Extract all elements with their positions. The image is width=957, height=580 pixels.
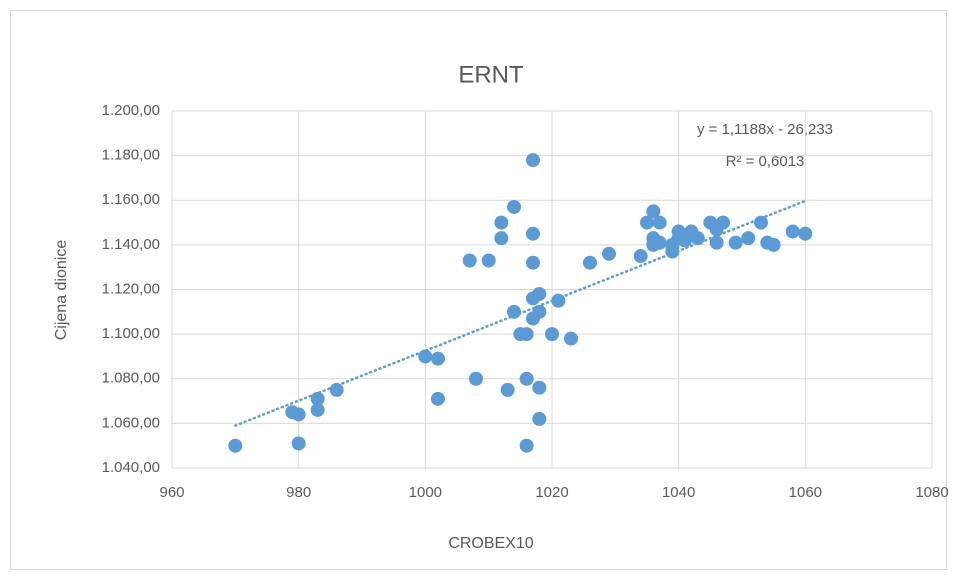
scatter-point [785,224,800,239]
scatter-point [418,349,433,364]
scatter-point [709,235,724,250]
scatter-point [507,199,521,214]
scatter-point [532,286,547,301]
scatter-point [519,371,534,386]
scatter-point [545,327,559,342]
y-tick-label: 1.040,00 [102,459,160,476]
scatter-point [526,255,540,270]
scatter-point [469,371,483,386]
scatter-point [798,226,813,241]
scatter-point [431,351,445,366]
scatter-point [481,253,496,268]
y-axis-title: Cijena dionice [53,240,70,341]
y-tick-label: 1.120,00 [102,280,160,297]
scatter-point [329,382,344,397]
y-tick-label: 1.060,00 [102,414,160,431]
scatter-point [640,215,654,230]
scatter-point [564,331,578,346]
scatter-point [532,380,547,395]
scatter-point [602,246,616,261]
scatter-point [728,235,743,250]
scatter-point [652,215,667,230]
scatter-point [519,327,534,342]
scatter-point [507,304,521,319]
x-tick-label: 960 [159,484,184,501]
scatter-point [291,436,306,451]
scatter-point [494,231,509,246]
y-tick-label: 1.160,00 [102,191,160,208]
scatter-point [431,391,445,406]
scatter-point [291,407,306,422]
scatter-point [551,293,566,308]
scatter-point [766,237,781,252]
trendline-equation: y = 1,1188x - 26,233 [697,121,833,138]
chart-title: ERNT [458,61,524,88]
scatter-point [754,215,768,230]
scatter-point [532,411,547,426]
scatter-point [526,153,540,168]
x-tick-label: 1000 [409,484,442,501]
x-tick-label: 1040 [662,484,695,501]
scatter-point [310,391,325,406]
y-tick-label: 1.100,00 [102,325,160,342]
scatter-point [741,231,756,246]
scatter-point [494,215,509,230]
scatter-point [646,204,661,219]
x-tick-label: 1060 [789,484,822,501]
scatter-point [690,231,705,246]
scatter-point [633,249,648,264]
y-tick-label: 1.140,00 [102,236,160,253]
scatter-point [652,235,667,250]
x-tick-label: 1020 [535,484,568,501]
scatter-point [526,226,540,241]
scatter-point [532,304,547,319]
scatter-point [519,438,534,453]
scatter-point [583,255,597,270]
x-axis-title: CROBEX10 [448,535,533,552]
trendline-r2: R² = 0,6013 [726,153,805,170]
y-tick-label: 1.080,00 [102,370,160,387]
scatter-point [310,402,325,417]
y-tick-label: 1.200,00 [102,102,160,119]
scatter-point [665,244,680,259]
scatter-point [462,253,477,268]
x-tick-label: 980 [286,484,311,501]
scatter-point [500,382,515,397]
scatter-point [228,438,243,453]
y-tick-label: 1.180,00 [102,147,160,164]
scatter-point [716,215,730,230]
x-tick-label: 1080 [915,484,948,501]
